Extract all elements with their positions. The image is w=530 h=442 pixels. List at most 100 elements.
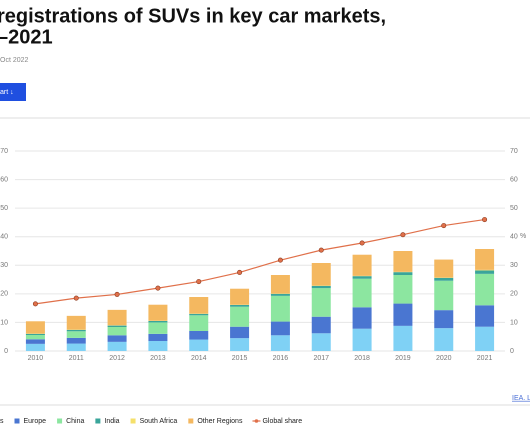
- bar-segment: [352, 328, 372, 351]
- bar-segment: [66, 337, 86, 344]
- bar-segment: [25, 339, 45, 344]
- point: [114, 291, 120, 297]
- bar-segment: [352, 254, 372, 276]
- y2-tick-label: 0: [510, 348, 514, 355]
- download-button[interactable]: [0, 83, 26, 101]
- bar-segment: [107, 335, 127, 342]
- x-tick-label: 2016: [273, 355, 289, 362]
- bar-segment: [393, 275, 413, 304]
- bar-segment: [393, 303, 413, 326]
- bar-segment: [475, 269, 495, 271]
- bar-segment: [475, 249, 495, 270]
- y-tick-label: 50: [0, 205, 8, 212]
- bar-segment: [270, 275, 290, 294]
- source: IEA. Lic: [512, 395, 530, 402]
- y-tick-label: 0: [4, 348, 8, 355]
- y-tick-label: 10: [0, 319, 8, 326]
- bar-segment: [270, 321, 290, 336]
- bar-segment: [311, 288, 331, 317]
- y-tick-label: 20: [0, 291, 8, 298]
- y2-tick-label: 10: [510, 319, 518, 326]
- bar-segment: [230, 288, 250, 305]
- y-tick-label: 60: [0, 176, 8, 183]
- line: [35, 218, 485, 305]
- x-tick-label: 2014: [191, 355, 207, 362]
- bar-segment: [311, 316, 331, 334]
- bar-segment: [230, 306, 250, 327]
- x-tick-label: 2017: [313, 355, 329, 362]
- bar-segment: [311, 263, 331, 286]
- legend-label: Other Regions: [197, 418, 243, 425]
- bar-segment: [475, 305, 495, 327]
- legend-label: Europe: [24, 418, 47, 425]
- x-tick-label: 2020: [436, 355, 452, 362]
- point: [277, 257, 283, 263]
- point: [196, 279, 202, 285]
- bar-segment: [311, 333, 331, 351]
- y2-tick-label: 60: [510, 176, 518, 183]
- bar-segment: [230, 326, 250, 339]
- x-tick-label: 2019: [395, 355, 411, 362]
- bar-segment: [107, 327, 127, 336]
- legend-swatch: [188, 418, 194, 424]
- bar-segment: [66, 343, 86, 351]
- bar-segment: [270, 293, 290, 296]
- y-tick-label: 30: [0, 262, 8, 269]
- bar-segment: [66, 329, 86, 332]
- point: [400, 232, 406, 238]
- bar-segment: [25, 335, 45, 340]
- legend-swatch: [57, 418, 63, 424]
- bar-segment: [66, 331, 86, 338]
- y2-tick-label: 40: [510, 234, 518, 241]
- x-tick-label: 2011: [69, 355, 84, 362]
- point: [482, 217, 488, 223]
- button-label[interactable]: art ↓: [0, 89, 14, 96]
- bar-segment: [434, 259, 454, 278]
- bar-segment: [148, 322, 168, 334]
- bar-segment: [311, 285, 331, 289]
- x-tick-label: 2013: [150, 355, 166, 362]
- point: [359, 240, 365, 246]
- bar-segment: [393, 272, 413, 275]
- bar-segment: [393, 325, 413, 351]
- point: [237, 269, 243, 275]
- bar-segment: [25, 321, 45, 334]
- y-tick-label: 70: [0, 148, 8, 155]
- bar-segment: [230, 338, 250, 351]
- bar-segment: [189, 339, 209, 351]
- y2-axis-label: %: [520, 233, 526, 240]
- point: [73, 295, 79, 301]
- y-tick-label: 40: [0, 234, 8, 241]
- bar-segment: [148, 321, 168, 323]
- bar-segment: [475, 326, 495, 351]
- x-tick-label: 2010: [28, 355, 44, 362]
- bar-segment: [189, 297, 209, 314]
- legend-label: South Africa: [140, 418, 178, 425]
- y2-tick-label: 70: [510, 148, 518, 155]
- bar-segment: [107, 309, 127, 326]
- legend-swatch: [95, 418, 101, 424]
- bar-segment: [434, 328, 454, 351]
- bar-segment: [352, 276, 372, 279]
- y2-tick-label: 20: [510, 291, 518, 298]
- legend-point: [254, 419, 259, 423]
- legend-swatch: [130, 418, 136, 424]
- y2-tick-label: 30: [510, 262, 518, 269]
- bar-segment: [148, 304, 168, 321]
- bar-segment: [434, 310, 454, 329]
- title: –2021: [0, 26, 53, 48]
- bar-segment: [270, 335, 290, 351]
- bar-segment: [352, 307, 372, 329]
- bar-segment: [475, 273, 495, 306]
- legend-label: India: [104, 418, 119, 425]
- point: [441, 223, 447, 229]
- legend-label: s: [0, 418, 4, 425]
- bar-segment: [66, 315, 86, 330]
- x-tick-label: 2015: [232, 355, 248, 362]
- point: [318, 247, 324, 253]
- bar-segment: [475, 270, 495, 274]
- y2-tick-label: 50: [510, 205, 518, 212]
- bar-segment: [189, 313, 209, 316]
